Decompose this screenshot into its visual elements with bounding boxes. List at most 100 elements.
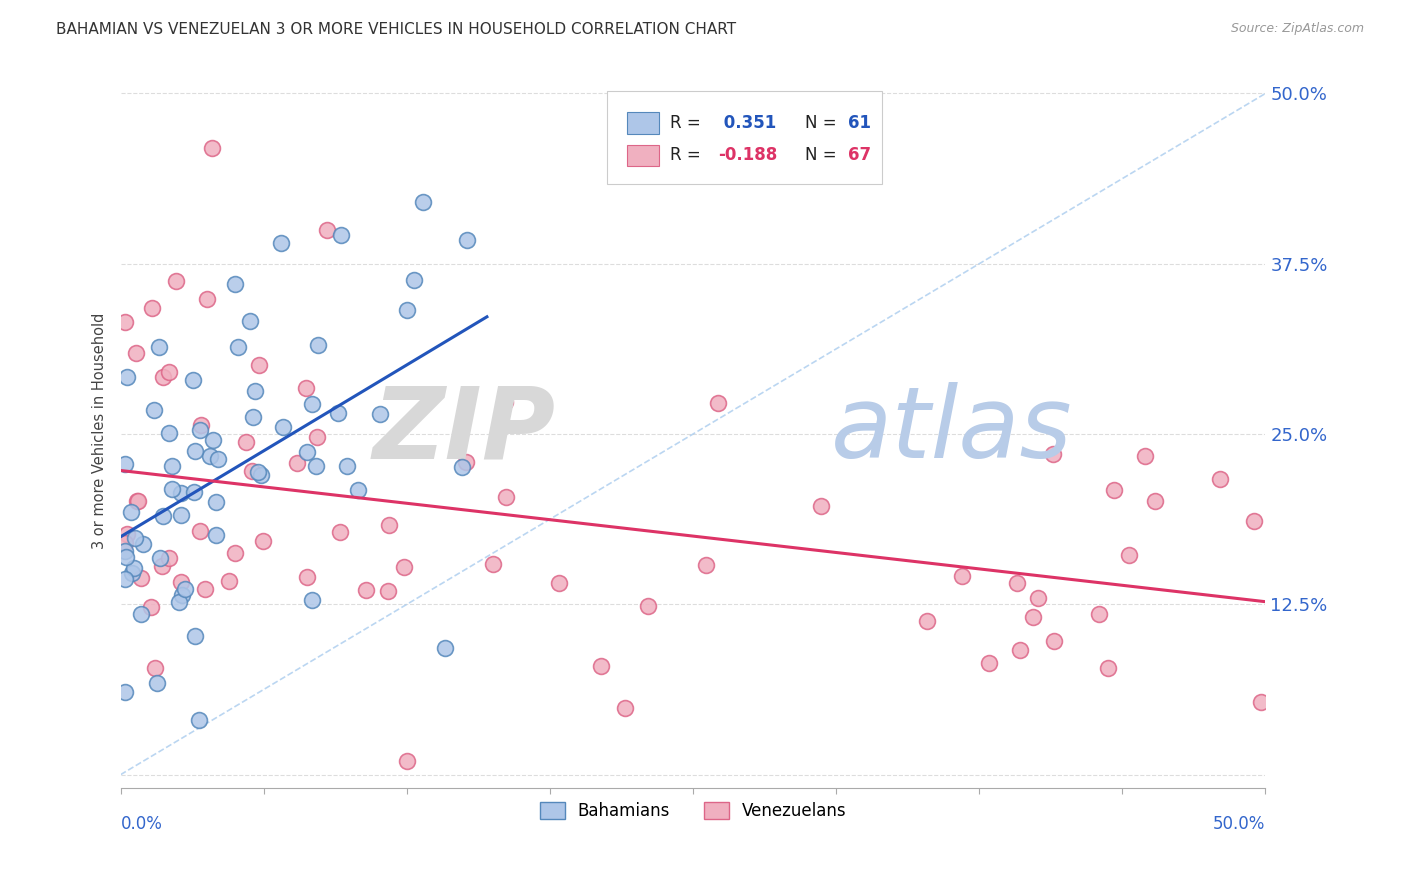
Text: 0.351: 0.351 <box>718 114 776 132</box>
Point <box>224 546 246 560</box>
Point <box>162 459 184 474</box>
Point <box>252 533 274 548</box>
Point <box>707 396 730 410</box>
Point <box>392 560 415 574</box>
Point <box>451 460 474 475</box>
Point <box>132 537 155 551</box>
Point <box>114 572 136 586</box>
Point <box>315 222 337 236</box>
Text: -0.188: -0.188 <box>718 146 778 164</box>
Point <box>170 588 193 602</box>
Point <box>950 569 973 583</box>
Text: 61: 61 <box>848 114 870 132</box>
Point <box>250 467 273 482</box>
Point <box>240 464 263 478</box>
Point <box>145 676 167 690</box>
Point <box>494 395 516 409</box>
Point <box>285 456 308 470</box>
Point <box>115 527 138 541</box>
Point <box>1010 642 1032 657</box>
Text: 0.0%: 0.0% <box>121 815 163 833</box>
Point <box>1042 634 1064 648</box>
Point <box>243 384 266 399</box>
Text: N =: N = <box>806 114 842 132</box>
Bar <box>627 145 658 166</box>
Point <box>613 700 636 714</box>
Point <box>295 570 318 584</box>
Point <box>1097 661 1119 675</box>
Point <box>195 292 218 306</box>
Point <box>143 660 166 674</box>
Point <box>157 425 180 440</box>
Point <box>224 277 246 292</box>
Point <box>226 340 249 354</box>
Point <box>115 370 138 384</box>
Point <box>152 370 174 384</box>
Point <box>301 397 323 411</box>
Point <box>121 566 143 581</box>
Point <box>1042 446 1064 460</box>
Point <box>977 657 1000 671</box>
Point <box>114 536 136 550</box>
Point <box>181 373 204 387</box>
Point <box>239 314 262 328</box>
Point <box>207 451 229 466</box>
Point <box>1088 607 1111 621</box>
Point <box>150 559 173 574</box>
Point <box>120 505 142 519</box>
Point <box>148 340 170 354</box>
Point <box>162 482 184 496</box>
Point <box>347 483 370 498</box>
Point <box>249 358 271 372</box>
Point <box>242 409 264 424</box>
Point <box>495 491 517 505</box>
Legend: Bahamians, Venezuelans: Bahamians, Venezuelans <box>533 795 853 827</box>
Point <box>201 141 224 155</box>
Text: 50.0%: 50.0% <box>1213 815 1265 833</box>
Point <box>1104 483 1126 498</box>
Point <box>1005 576 1028 591</box>
Point <box>125 345 148 359</box>
Point <box>157 550 180 565</box>
Point <box>194 582 217 596</box>
Point <box>165 274 187 288</box>
Point <box>129 607 152 622</box>
Text: R =: R = <box>671 114 706 132</box>
Point <box>1209 472 1232 486</box>
Point <box>114 543 136 558</box>
Point <box>695 558 717 573</box>
Point <box>114 685 136 699</box>
Point <box>184 444 207 458</box>
Point <box>152 508 174 523</box>
Bar <box>627 112 658 134</box>
Point <box>307 338 329 352</box>
Text: N =: N = <box>806 146 842 164</box>
Point <box>169 575 191 590</box>
Point <box>1026 591 1049 605</box>
Point <box>270 236 292 251</box>
Point <box>456 233 478 247</box>
Point <box>915 614 938 628</box>
Point <box>201 433 224 447</box>
Point <box>336 458 359 473</box>
Point <box>114 314 136 328</box>
Point <box>204 495 226 509</box>
Text: atlas: atlas <box>831 382 1071 479</box>
Point <box>481 558 503 572</box>
Point <box>183 484 205 499</box>
Point <box>142 402 165 417</box>
Point <box>184 629 207 643</box>
Point <box>329 227 352 242</box>
Text: BAHAMIAN VS VENEZUELAN 3 OR MORE VEHICLES IN HOUSEHOLD CORRELATION CHART: BAHAMIAN VS VENEZUELAN 3 OR MORE VEHICLE… <box>56 22 737 37</box>
Point <box>188 713 211 727</box>
Point <box>295 445 318 459</box>
Point <box>169 594 191 608</box>
Point <box>141 301 163 315</box>
Point <box>378 518 401 533</box>
Text: 67: 67 <box>848 146 870 164</box>
Point <box>377 584 399 599</box>
Point <box>1250 695 1272 709</box>
Point <box>127 493 149 508</box>
Point <box>396 303 419 318</box>
Point <box>247 465 270 479</box>
